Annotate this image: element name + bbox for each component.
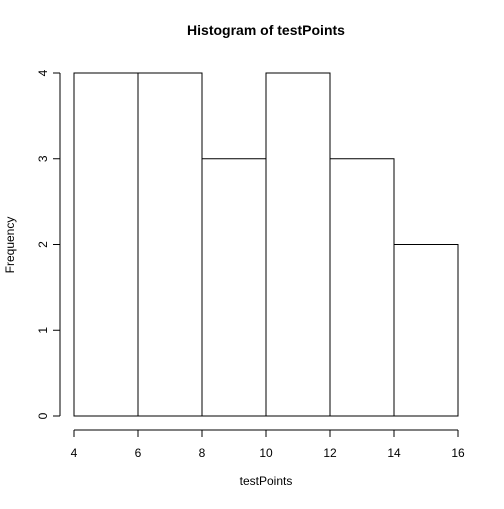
x-axis: 4 6 8 10 12 14 16 <box>71 429 465 460</box>
y-tick-label-2: 2 <box>36 241 50 248</box>
y-tick-label-0: 0 <box>36 412 50 419</box>
x-tick-label-3: 10 <box>259 446 273 460</box>
chart-title: Histogram of testPoints <box>187 22 345 38</box>
x-axis-label: testPoints <box>240 474 293 488</box>
x-tick-label-2: 8 <box>199 446 206 460</box>
y-axis: 0 1 2 3 4 <box>36 69 61 419</box>
histogram-bar-4 <box>329 158 395 417</box>
histogram-bar-3 <box>265 72 331 417</box>
y-tick-label-3: 3 <box>36 155 50 162</box>
y-tick-label-4: 4 <box>36 69 50 76</box>
x-tick-label-0: 4 <box>71 446 78 460</box>
histogram-bar-5 <box>393 244 459 417</box>
histogram-bar-0 <box>73 72 139 417</box>
y-tick-label-1: 1 <box>36 327 50 334</box>
histogram-bar-1 <box>137 72 203 417</box>
x-tick-label-6: 16 <box>451 446 465 460</box>
histogram-bar-2 <box>201 158 267 417</box>
x-tick-label-1: 6 <box>135 446 142 460</box>
y-axis-label: Frequency <box>3 217 17 274</box>
bars-group <box>73 72 459 417</box>
x-tick-label-4: 12 <box>323 446 337 460</box>
x-tick-label-5: 14 <box>387 446 401 460</box>
